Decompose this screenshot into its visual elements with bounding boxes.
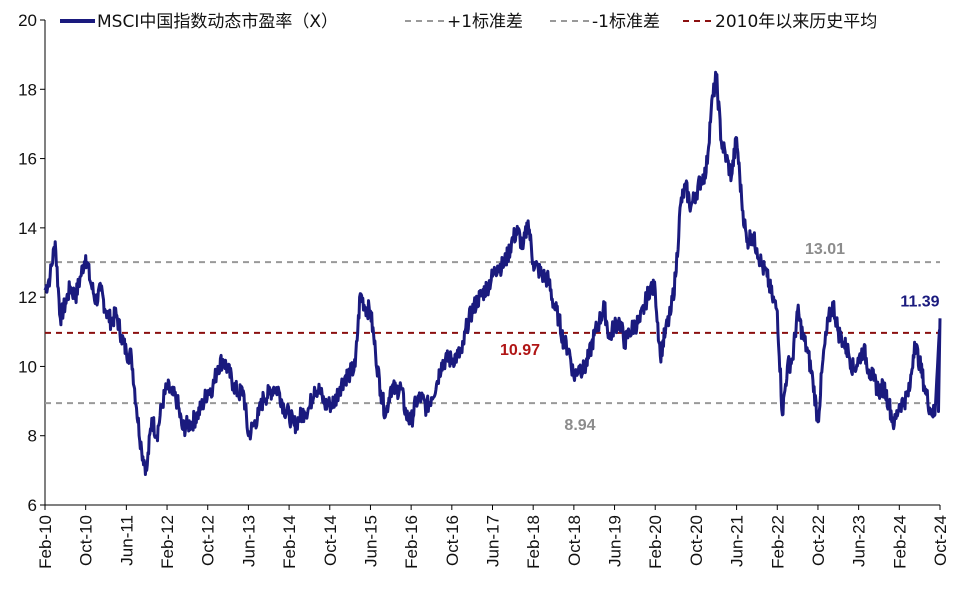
x-tick-label: Feb-12 [158,515,177,569]
y-tick-label: 8 [28,427,37,446]
y-tick-label: 14 [18,219,37,238]
x-tick-label: Oct-10 [77,515,96,566]
legend-label-average: 2010年以来历史平均 [715,12,877,32]
annotations: 13.01 10.97 8.94 11.39 [500,241,940,434]
y-tick-label: 18 [18,80,37,99]
y-tick-label: 6 [28,496,37,515]
x-tick-label: Oct-12 [199,515,218,566]
annotation-label: 13.01 [805,241,845,258]
x-tick-label: Jun-15 [361,515,380,567]
x-tick-label: Oct-24 [931,515,950,566]
x-tick-label: Jun-13 [239,515,258,567]
x-tick-label: Feb-20 [646,515,665,569]
x-tick-label: Oct-16 [443,515,462,566]
x-tick-label: Feb-22 [768,515,787,569]
y-tick-label: 12 [18,288,37,307]
x-tick-label: Oct-18 [565,515,584,566]
x-tick-label: Feb-18 [524,515,543,569]
legend-label-plus1sd: +1标准差 [447,12,523,32]
x-tick-label: Jun-17 [484,515,503,567]
y-tick-label: 20 [18,11,37,30]
x-tick-label: Feb-14 [280,515,299,569]
series-line-pe [43,70,942,476]
annotation-label: 8.94 [564,417,595,434]
reference-lines [45,261,940,405]
axes: 6 8 10 12 14 16 18 20 Feb-10 Oct-10 Jun-11 Feb-12 Oc… [18,11,950,569]
legend-label-minus1sd: -1标准差 [592,12,660,32]
series-layer [43,70,942,476]
x-tick-label: Oct-20 [687,515,706,566]
x-tick-label: Jun-19 [606,515,625,567]
annotation-label: 11.39 [900,293,939,310]
x-tick-label: Feb-16 [402,515,421,569]
legend-label-pe: MSCI中国指数动态市盈率（X） [97,12,338,32]
x-tick-label: Oct-14 [321,515,340,566]
y-tick-label: 16 [18,150,37,169]
x-tick-label: Feb-24 [890,515,909,569]
x-tick-label: Jun-11 [117,515,136,566]
x-tick-label: Jun-21 [728,515,747,567]
annotation-label: 10.97 [500,342,540,359]
x-tick-label: Feb-10 [36,515,55,569]
legend: MSCI中国指数动态市盈率（X） +1标准差 -1标准差 2010年以来历史平均 [60,12,877,32]
x-tick-label: Oct-22 [809,515,828,566]
x-tick-label: Jun-23 [850,515,869,567]
y-tick-label: 10 [18,357,37,376]
